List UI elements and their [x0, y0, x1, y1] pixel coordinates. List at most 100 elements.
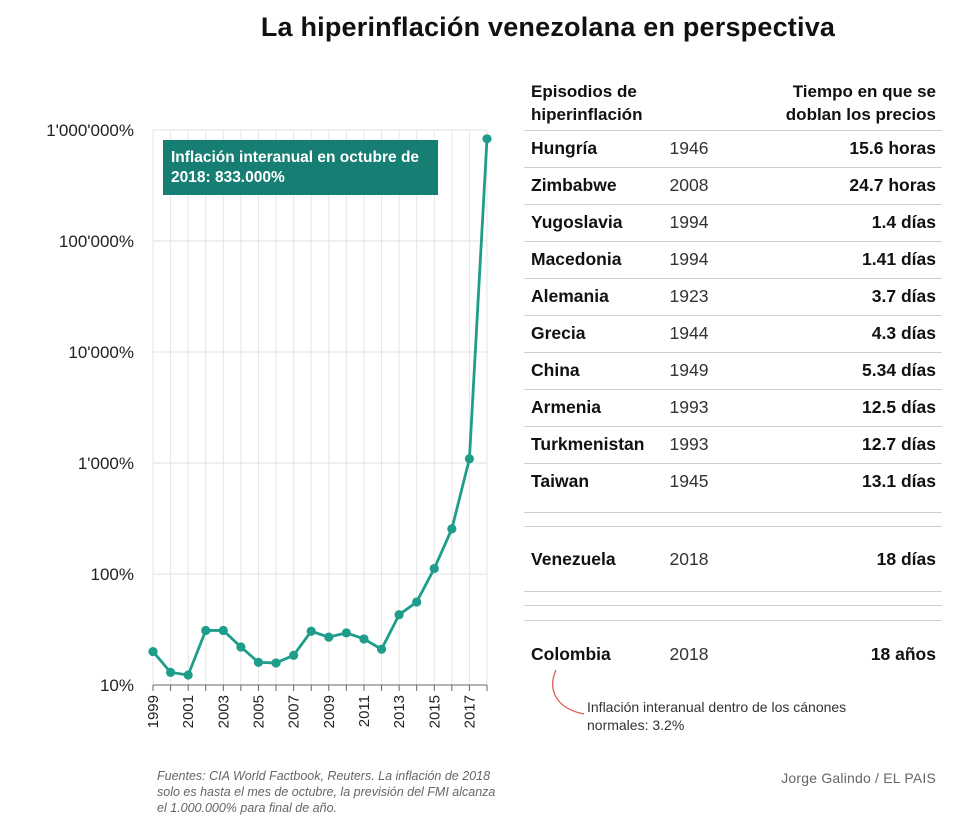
row-year: 1949 [669, 360, 709, 380]
row-year: 1993 [669, 397, 709, 417]
row-time: 1.4 días [871, 212, 936, 232]
row-time: 15.6 horas [849, 138, 936, 158]
divider [524, 352, 942, 353]
row-country: China [531, 360, 580, 380]
data-point [447, 524, 457, 534]
row-time: 1.41 días [862, 249, 936, 269]
x-tick-label: 2009 [321, 695, 338, 728]
row-year: 1993 [669, 434, 709, 454]
credit: Jorge Galindo / EL PAIS [781, 770, 936, 786]
data-point [482, 134, 492, 144]
row-country: Colombia [531, 644, 611, 664]
row-year: 1945 [669, 471, 709, 491]
annotation-box: Inflación interanual en octubre de 2018:… [163, 140, 438, 195]
data-point [324, 632, 334, 642]
divider [524, 426, 942, 427]
table-row: Zimbabwe 2008 24.7 horas [524, 167, 942, 204]
sources-note: Fuentes: CIA World Factbook, Reuters. La… [157, 769, 496, 815]
table-row: Macedonia 1994 1.41 días [524, 241, 942, 278]
table-row: Armenia 1993 12.5 días [524, 389, 942, 426]
row-country: Turkmenistan [531, 434, 645, 454]
row-year: 2018 [669, 549, 709, 569]
x-tick-label: 2001 [180, 695, 197, 728]
row-year: 2008 [669, 175, 709, 195]
colombia-note: Inflación interanual dentro de los cánon… [587, 699, 847, 733]
row-time: 24.7 horas [849, 175, 936, 195]
divider [524, 241, 942, 242]
divider [524, 526, 942, 527]
row-time: 12.5 días [862, 397, 936, 417]
divider [524, 591, 942, 592]
row-time: 4.3 días [871, 323, 936, 343]
header-episodes: Episodios de hiperinflación [531, 82, 643, 124]
row-year: 2018 [669, 644, 709, 664]
y-tick-label: 10'000% [68, 343, 134, 362]
colombia-note-bracket [552, 669, 585, 715]
row-time: 12.7 días [862, 434, 936, 454]
header-doubling-time: Tiempo en que se doblan los precios [785, 82, 936, 124]
x-tick-label: 2005 [250, 695, 267, 728]
data-point [394, 610, 404, 620]
divider [524, 167, 942, 168]
divider [524, 620, 942, 621]
table-row-venezuela: Venezuela 2018 18 días [524, 541, 942, 578]
row-time: 3.7 días [871, 286, 936, 306]
divider [524, 315, 942, 316]
inflation-chart: 10% 100% 1'000% 10'000% 100'000% 1'000'000% 1… [46, 121, 492, 728]
data-point [271, 658, 281, 668]
table-row: Taiwan 1945 13.1 días [524, 463, 942, 500]
row-year: 1946 [669, 138, 709, 158]
row-year: 1923 [669, 286, 709, 306]
data-point [429, 563, 439, 574]
row-time: 5.34 días [862, 360, 936, 380]
row-country: Venezuela [531, 549, 616, 569]
row-country: Macedonia [531, 249, 622, 269]
divider [524, 463, 942, 464]
x-tick-label: 2015 [426, 695, 443, 728]
row-country: Armenia [531, 397, 602, 417]
divider [524, 204, 942, 205]
table-row-colombia: Colombia 2018 18 años [524, 636, 942, 673]
table-header: Episodios de hiperinflación Tiempo en qu… [524, 80, 942, 130]
x-tick-label: 2017 [461, 695, 478, 728]
data-point [218, 625, 228, 636]
table-row: Hungría 1946 15.6 horas [524, 130, 942, 167]
row-country: Yugoslavia [531, 212, 623, 232]
row-time: 18 años [870, 644, 936, 664]
data-point [412, 597, 422, 607]
x-tick-label: 2011 [356, 695, 373, 727]
table-row: Grecia 1944 4.3 días [524, 315, 942, 352]
data-point [306, 626, 316, 636]
y-tick-label: 10% [100, 676, 134, 695]
row-country: Taiwan [531, 471, 590, 491]
data-point [359, 634, 369, 644]
row-country: Grecia [531, 323, 586, 343]
data-point [165, 667, 176, 677]
data-point [253, 657, 264, 667]
data-point [289, 650, 299, 660]
data-point [148, 646, 158, 657]
data-point [201, 625, 211, 636]
data-point [376, 644, 387, 654]
divider [524, 389, 942, 390]
x-tick-label: 2007 [286, 695, 303, 728]
row-time: 13.1 días [862, 471, 936, 491]
data-point [464, 454, 475, 464]
series-line [151, 138, 489, 677]
row-country: Alemania [531, 286, 609, 306]
divider [524, 512, 942, 513]
y-tick-label: 100% [91, 565, 134, 584]
x-tick-label: 2013 [391, 695, 408, 728]
divider [524, 278, 942, 279]
table-row: China 1949 5.34 días [524, 352, 942, 389]
row-country: Hungría [531, 138, 598, 158]
row-year: 1994 [669, 212, 709, 232]
data-point [236, 642, 246, 652]
row-year: 1994 [669, 249, 709, 269]
y-tick-label: 100'000% [59, 232, 134, 251]
table-row: Alemania 1923 3.7 días [524, 278, 942, 315]
y-tick-label: 1'000% [78, 454, 134, 473]
data-point [341, 628, 351, 638]
page-title: La hiperinflación venezolana en perspect… [260, 12, 836, 42]
x-tick-label: 2003 [215, 695, 232, 728]
